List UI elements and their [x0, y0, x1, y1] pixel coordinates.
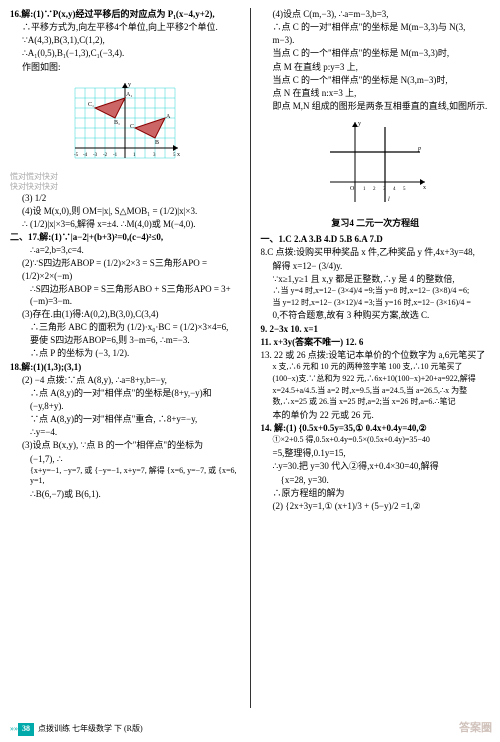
- svg-text:A: A: [166, 114, 171, 120]
- q16-frac: (3) 1/2: [10, 192, 240, 204]
- coordinate-plot-1: y x -5 -4 -3 -2 -1 1 3 5 A B C A₁ B₁ C₁: [70, 78, 180, 168]
- coordinate-plot-2: yx O 12345 p l: [320, 117, 430, 207]
- q8-2: ∵x≥1,y≥1 且 x,y 都是正整数,∴y 是 4 的整数倍,: [261, 273, 491, 285]
- q18-l1: (2) −4 点拨:∵点 A(8,y), ∴a=8+y,b=−y,: [10, 374, 240, 386]
- q16-intro: 16.解:(1)∵P(x,y)经过平移后的对应点为 P₁(x−4,y+2),: [10, 8, 240, 20]
- q17-l4: (3)存在.由(1)得:A(0,2),B(3,0),C(3,4): [10, 308, 240, 320]
- q18-l6: (3)设点 B(x,y), ∵点 B 的一个"相伴点"的坐标为: [10, 439, 240, 451]
- footer-chevron: »»: [10, 724, 18, 735]
- svg-text:-4: -4: [83, 153, 88, 158]
- page-footer: »» 38 点拨训练 七年级数学 下 (R版): [10, 723, 490, 736]
- footer-text: 点拨训练 七年级数学 下 (R版): [38, 724, 143, 735]
- r1: (4)设点 C(m,−3), ∴a=m−3,b=3,: [261, 8, 491, 20]
- q17-l1: ∴a=2,b=3,c=4.: [10, 244, 240, 256]
- q16-l5: (4)设 M(x,0),则 OM=|x|, S△MOB₁ = (1/2)|x|×…: [10, 205, 240, 217]
- q8-4: 当 y=12 时,x=12− (3×12)/4 =3;当 y=16 时,x=12…: [261, 298, 491, 309]
- q17-l7: ∴点 P 的坐标为 (−3, 1/2).: [10, 347, 240, 359]
- svg-text:-2: -2: [103, 153, 108, 158]
- q18-l2: ∴点 A(8,y)的一对"相伴点"的坐标是(8+y,−y)和: [10, 387, 240, 399]
- q16-l1: ∴平移方式为,向左平移4个单位,向上平移2个单位.: [10, 21, 240, 33]
- svg-text:2: 2: [373, 187, 376, 192]
- svg-text:3: 3: [153, 153, 156, 158]
- svg-text:O: O: [350, 186, 355, 192]
- right-column: (4)设点 C(m,−3), ∴a=m−3,b=3, ∴点 C 的一对"相伴点"…: [261, 8, 491, 708]
- q8: 8.C 点拨:设购买甲种奖品 x 件,乙种奖品 y 件,4x+3y=48,: [261, 246, 491, 258]
- q11: 11. x+3y(答案不唯一) 12. 6: [261, 336, 491, 348]
- q18-l4: ∵点 A(8,y)的一对"相伴点"重合, ∴8+y=−y,: [10, 413, 240, 425]
- q18-intro: 18.解:(1)(1,3);(3,1): [10, 361, 240, 373]
- q13-1: x 支,∴6 元和 10 元的两种签字笔 100 支,∴10 元笔买了: [261, 362, 491, 373]
- q14-6: (2) {2x+3y=1,① (x+1)/3 + (5−y)/2 =1,②: [261, 500, 491, 512]
- watermark: 答案圈: [459, 721, 492, 736]
- q16-l3: ∴A₁(0,5),B₁(−1,3),C₁(−3,4).: [10, 47, 240, 59]
- q13-5: 本的单价为 22 元或 26 元.: [261, 409, 491, 421]
- svg-text:B₁: B₁: [114, 120, 120, 126]
- column-divider: [250, 8, 251, 708]
- r7: 点 N 在直线 n:x=3 上,: [261, 87, 491, 99]
- q8-3: ∴当 y=4 时,x=12− (3×4)/4 =9;当 y=8 时,x=12− …: [261, 286, 491, 297]
- q17-l5: ∴三角形 ABC 的面积为 (1/2)·x₀·BC = (1/2)×3×4=6,: [10, 321, 240, 333]
- svg-text:y: y: [358, 121, 361, 127]
- svg-text:p: p: [417, 146, 421, 152]
- q8-1: 解得 x=12− (3/4)y.: [261, 260, 491, 272]
- q18-l3: (−y,8+y).: [10, 400, 240, 412]
- r3: m−3).: [261, 34, 491, 46]
- svg-text:5: 5: [403, 187, 406, 192]
- q16-l2: ∵A(4,3),B(3,1),C(1,2),: [10, 34, 240, 46]
- r4: 当点 C 的一个"相伴点"的坐标是 M(m−3,3)时,: [261, 47, 491, 59]
- r5: 点 M 在直线 p:y=3 上,: [261, 61, 491, 73]
- svg-text:-1: -1: [113, 153, 118, 158]
- r6: 当点 C 的一个"相伴点"的坐标是 N(3,m−3)时,: [261, 74, 491, 86]
- r2: ∴点 C 的一对"相伴点"的坐标是 M(m−3,3)与 N(3,: [261, 21, 491, 33]
- q16-l4: 作图如图:: [10, 61, 240, 73]
- svg-text:4: 4: [393, 187, 396, 192]
- svg-text:-3: -3: [93, 153, 98, 158]
- q14-5: ∴原方程组的解为: [261, 487, 491, 499]
- q16-l6: ∴ (1/2)|x|×3=6,解得 x=±4. ∴M(4,0)或 M(−4,0)…: [10, 218, 240, 230]
- q9: 9. 2−3x 10. x=1: [261, 323, 491, 335]
- q13-4: 数,∴x=25 或 26.当 x=25 时,a=2;当 x=26 时,a=6.∴…: [261, 397, 491, 408]
- faint-text-1: 慌对慌对快对: [10, 173, 240, 181]
- svg-text:C₁: C₁: [88, 102, 94, 108]
- svg-text:-5: -5: [74, 153, 79, 158]
- q17-l6: 要使 S四边形ABOP=6,则 3−m=6, ∴m=−3.: [10, 334, 240, 346]
- svg-text:A₁: A₁: [126, 92, 132, 98]
- left-column: 16.解:(1)∵P(x,y)经过平移后的对应点为 P₁(x−4,y+2), ∴…: [10, 8, 240, 708]
- q17-intro: 二、17.解:(1)∵|a−2|+(b+3)²=0,(c−4)²≤0,: [10, 231, 240, 243]
- svg-text:x: x: [423, 185, 426, 191]
- q13-2: (100−x)支.∵总和为 922 元,∴6x+10(100−x)+20+a=9…: [261, 374, 491, 385]
- q14: 14. 解:(1) {0.5x+0.5y=35,① 0.4x+0.4y=40,②: [261, 422, 491, 434]
- q8-5: 0,不符合题意,故有 3 种购买方案,故选 C.: [261, 309, 491, 321]
- svg-text:B: B: [155, 140, 159, 146]
- svg-text:5: 5: [173, 153, 176, 158]
- svg-text:l: l: [388, 197, 390, 203]
- q14-4: {x=28, y=30.: [261, 474, 491, 486]
- q17-l2: (2)∵S四边形ABOP = (1/2)×2×3 = S三角形APO = (1/…: [10, 257, 240, 281]
- q14-2: =5,整理得,0.1y=15,: [261, 447, 491, 459]
- svg-text:1: 1: [363, 187, 366, 192]
- svg-text:x: x: [177, 152, 180, 158]
- svg-text:1: 1: [133, 153, 136, 158]
- q18-l5: ∴y=−4.: [10, 426, 240, 438]
- section-title: 复习4 二元一次方程组: [261, 217, 491, 229]
- q18-l7: (−1,7), ∴: [10, 453, 240, 465]
- svg-text:C: C: [130, 124, 134, 130]
- q14-3: ∴y=30.把 y=30 代入②得,x+0.4×30=40,解得: [261, 460, 491, 472]
- faint-text-2: 快对快对快对: [10, 183, 240, 191]
- choices: 一、1.C 2.A 3.B 4.D 5.B 6.A 7.D: [261, 233, 491, 245]
- svg-text:y: y: [128, 82, 131, 88]
- r8: 即点 M,N 组成的图形是两条互相垂直的直线,如图所示.: [261, 100, 491, 112]
- q13-3: x=24.5+a/4.5.当 a=2 时,x=9.5,当 a=24.5,当 a=…: [261, 386, 491, 397]
- q18-l8: ∴B(6,−7)或 B(6,1).: [10, 488, 240, 500]
- q18-sys: {x+y=−1, −y=7, 或 {−y=−1, x+y=7, 解得 {x=6,…: [10, 466, 240, 488]
- q13: 13. 22 或 26 点拨:设笔记本单价的个位数字为 a,6元笔买了: [261, 349, 491, 361]
- q14-1: ①×2+0.5 得,0.5x+0.4y=0.5×(0.5x+0.4y)=35−4…: [261, 435, 491, 446]
- page-number: 38: [18, 723, 34, 736]
- q17-l3: ∴S四边形ABOP = S三角形ABO + S三角形APO = 3+(−m)=3…: [10, 283, 240, 307]
